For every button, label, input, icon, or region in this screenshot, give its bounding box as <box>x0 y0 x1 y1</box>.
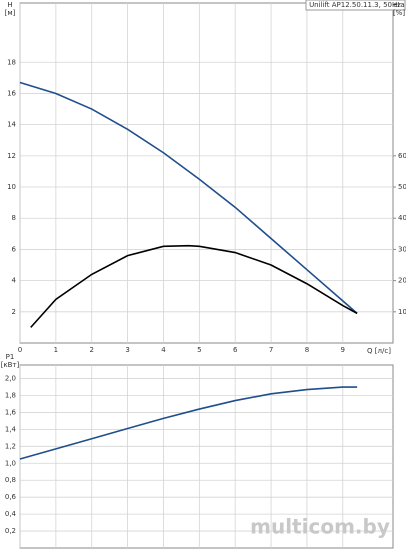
y-axis-unit: [кВт] <box>1 361 20 369</box>
y-tick-label: 2,0 <box>5 375 16 383</box>
y-tick-label: 1,6 <box>5 408 17 416</box>
y-tick-label: 0,2 <box>5 527 16 535</box>
y-tick-label: 1,0 <box>5 459 16 467</box>
y2-tick-label: 60 <box>398 152 406 160</box>
y-tick-label: 4 <box>12 277 17 285</box>
y2-tick-label: 40 <box>398 214 406 222</box>
y-tick-label: 12 <box>7 152 16 160</box>
y-tick-label: 10 <box>7 183 16 191</box>
curve <box>19 81 358 314</box>
y-axis-label: H <box>7 1 12 9</box>
chart-title: Unilift AP12.50.11.3, 50Hz <box>309 1 401 9</box>
curve <box>19 386 358 460</box>
y2-axis-label: eta <box>393 1 404 9</box>
x-tick-label: 2 <box>89 346 93 354</box>
y-tick-label: 1,8 <box>5 392 16 400</box>
x-tick-label: 4 <box>161 346 166 354</box>
x-tick-label: 5 <box>197 346 201 354</box>
x-tick-label: 0 <box>18 346 22 354</box>
y-tick-label: 6 <box>12 245 17 253</box>
y-tick-label: 18 <box>7 58 16 66</box>
watermark: multicom.by <box>250 515 390 539</box>
title-box <box>305 0 406 11</box>
x-tick-label: 6 <box>233 346 238 354</box>
x-tick-label: 1 <box>54 346 58 354</box>
y-axis-unit: [м] <box>5 9 16 17</box>
x-axis-label: Q [л/с] <box>367 347 391 355</box>
y-axis-label: P1 <box>6 353 15 361</box>
y2-tick-label: 10 <box>398 308 406 316</box>
y-tick-label: 0,4 <box>5 510 17 518</box>
y-tick-label: 1,4 <box>5 425 17 433</box>
plot-frame <box>19 2 394 344</box>
y-tick-label: 2 <box>12 308 16 316</box>
y-tick-label: 0,8 <box>5 476 16 484</box>
y2-tick-label: 50 <box>398 183 406 191</box>
y-tick-label: 14 <box>7 121 16 129</box>
y2-tick-label: 30 <box>398 245 406 253</box>
x-tick-label: 7 <box>269 346 273 354</box>
y2-tick-label: 20 <box>398 277 406 285</box>
y-tick-label: 1,2 <box>5 442 16 450</box>
y2-axis-unit: [%] <box>393 9 405 17</box>
y-tick-label: 8 <box>12 214 16 222</box>
x-tick-label: 9 <box>341 346 345 354</box>
curve <box>30 244 358 328</box>
y-tick-label: 16 <box>7 89 16 97</box>
x-tick-label: 8 <box>305 346 309 354</box>
x-tick-label: 3 <box>125 346 129 354</box>
y-tick-label: 0,6 <box>5 493 17 501</box>
